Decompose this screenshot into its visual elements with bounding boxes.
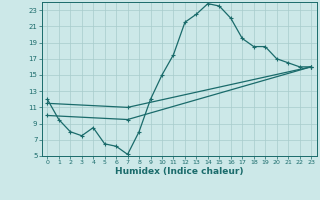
- X-axis label: Humidex (Indice chaleur): Humidex (Indice chaleur): [115, 167, 244, 176]
